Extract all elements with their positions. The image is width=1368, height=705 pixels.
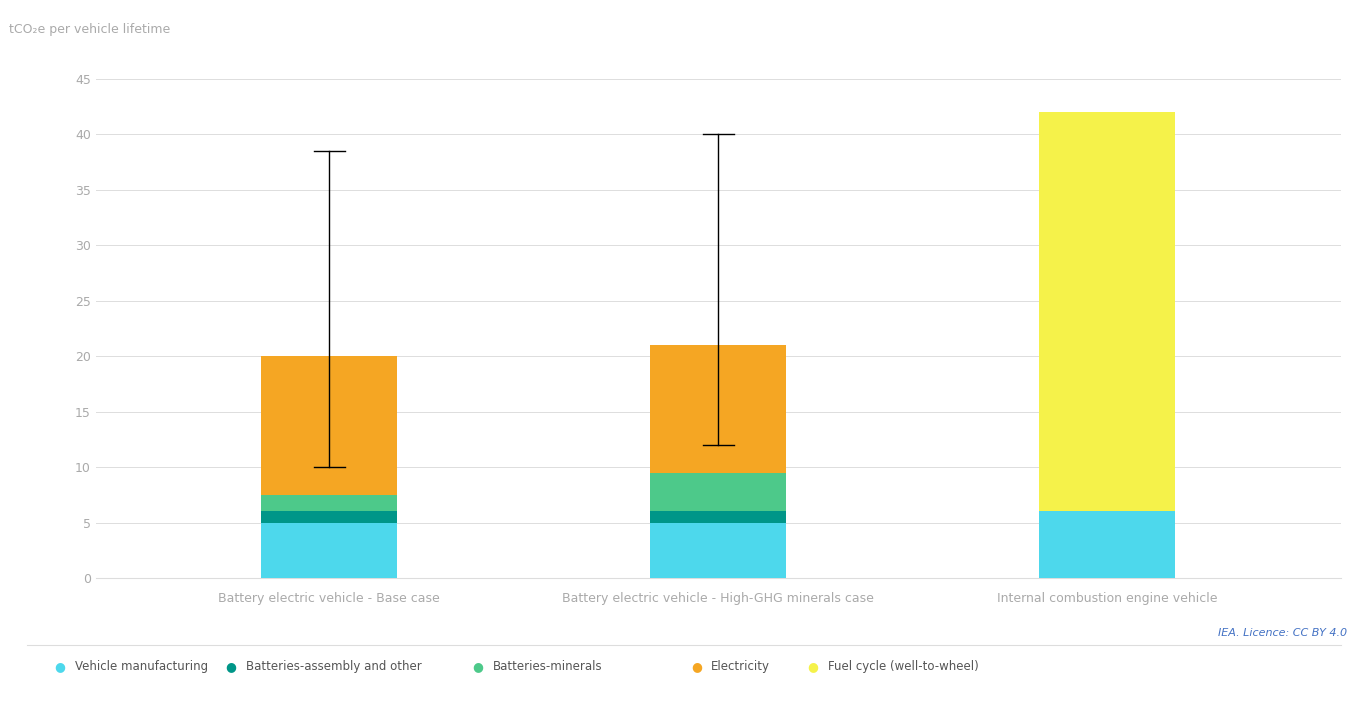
Bar: [1040, 512, 1175, 578]
Text: ●: ●: [55, 660, 66, 673]
Bar: [650, 472, 787, 512]
Bar: [261, 522, 397, 578]
Text: Electricity: Electricity: [711, 660, 770, 673]
Text: IEA. Licence: CC BY 4.0: IEA. Licence: CC BY 4.0: [1219, 628, 1347, 638]
Text: ●: ●: [807, 660, 818, 673]
Bar: [650, 345, 787, 472]
Bar: [650, 512, 787, 522]
Text: Batteries-minerals: Batteries-minerals: [492, 660, 602, 673]
Text: Fuel cycle (well-to-wheel): Fuel cycle (well-to-wheel): [828, 660, 978, 673]
Text: Batteries-assembly and other: Batteries-assembly and other: [246, 660, 421, 673]
Bar: [261, 512, 397, 522]
Bar: [261, 356, 397, 495]
Text: tCO₂e per vehicle lifetime: tCO₂e per vehicle lifetime: [8, 23, 170, 35]
Bar: [1040, 112, 1175, 512]
Text: ●: ●: [691, 660, 702, 673]
Text: Vehicle manufacturing: Vehicle manufacturing: [75, 660, 208, 673]
Text: ●: ●: [226, 660, 237, 673]
Text: ●: ●: [472, 660, 483, 673]
Bar: [261, 495, 397, 512]
Bar: [650, 522, 787, 578]
